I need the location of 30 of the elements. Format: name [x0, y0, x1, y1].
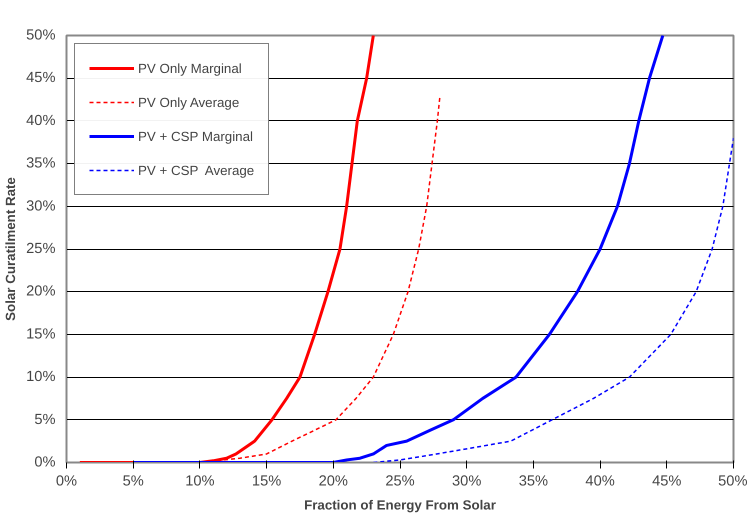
- y-tick-label: 30%: [26, 198, 56, 214]
- x-axis-title: Fraction of Energy From Solar: [304, 498, 496, 512]
- x-tick-label: 50%: [718, 474, 747, 490]
- y-tick-label: 45%: [26, 70, 56, 86]
- x-tick-label: 30%: [452, 474, 482, 490]
- x-tick-label: 10%: [185, 474, 215, 490]
- y-tick-label: 40%: [26, 112, 56, 129]
- line-series: [132, 36, 664, 462]
- x-tick-label: 25%: [385, 474, 415, 490]
- y-tick-label: 0%: [34, 454, 56, 470]
- y-tick-label: 15%: [26, 326, 56, 342]
- legend-label: PV Only Marginal: [138, 60, 242, 76]
- x-tick-label: 40%: [585, 474, 615, 490]
- x-tick-label: 15%: [252, 474, 282, 490]
- legend-label: PV + CSP Average: [138, 162, 254, 178]
- y-tick-label: 25%: [26, 241, 56, 257]
- x-tick-label: 35%: [518, 474, 548, 490]
- legend-label: PV + CSP Marginal: [138, 128, 253, 144]
- y-axis-title: Solar Curatilment Rate: [3, 177, 18, 321]
- legend-label: PV Only Average: [138, 94, 240, 110]
- x-tick-label: 20%: [318, 474, 348, 490]
- y-tick-label: 5%: [34, 412, 56, 428]
- y-tick-label: 50%: [26, 28, 56, 44]
- y-tick-label: 35%: [26, 156, 56, 172]
- x-tick-label: 45%: [652, 474, 682, 490]
- y-tick-label: 20%: [26, 284, 56, 300]
- y-tick-label: 10%: [26, 369, 56, 386]
- x-tick-label: 0%: [56, 474, 78, 490]
- x-tick-label: 5%: [122, 474, 144, 490]
- line-series: [372, 137, 734, 462]
